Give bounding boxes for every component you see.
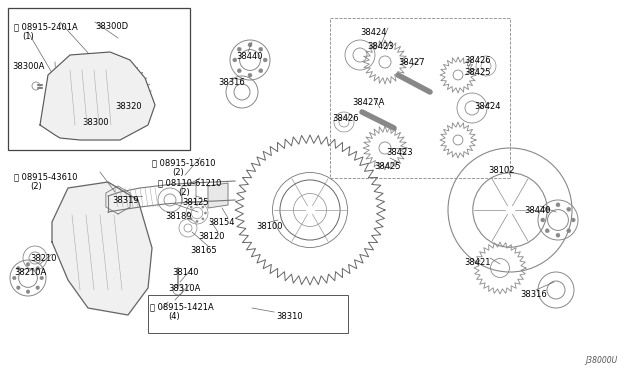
Circle shape xyxy=(196,220,198,222)
Circle shape xyxy=(259,47,263,51)
Text: 38210: 38210 xyxy=(30,254,56,263)
Circle shape xyxy=(545,207,549,211)
Text: Ⓦ 08915-1421A: Ⓦ 08915-1421A xyxy=(150,302,214,311)
Circle shape xyxy=(202,206,204,208)
Text: 38102: 38102 xyxy=(488,166,515,175)
Circle shape xyxy=(556,203,560,207)
Text: 38426: 38426 xyxy=(332,114,358,123)
Text: 38120: 38120 xyxy=(198,232,225,241)
Text: 38424: 38424 xyxy=(474,102,500,111)
Circle shape xyxy=(17,266,20,270)
Text: 38424: 38424 xyxy=(360,28,387,37)
Circle shape xyxy=(196,203,198,206)
Circle shape xyxy=(62,90,65,93)
Circle shape xyxy=(567,229,571,233)
Text: 38310A: 38310A xyxy=(168,284,200,293)
Text: 38210A: 38210A xyxy=(14,268,46,277)
Text: 38316: 38316 xyxy=(520,290,547,299)
Text: 38421: 38421 xyxy=(464,258,490,267)
Text: 38165: 38165 xyxy=(190,246,216,255)
Text: 38427: 38427 xyxy=(398,58,424,67)
Text: 38425: 38425 xyxy=(374,162,401,171)
Text: Ⓦ 08915-2401A: Ⓦ 08915-2401A xyxy=(14,22,77,31)
Polygon shape xyxy=(52,182,152,315)
Polygon shape xyxy=(208,183,228,208)
Bar xyxy=(148,295,348,333)
Text: (4): (4) xyxy=(168,312,180,321)
Circle shape xyxy=(237,47,241,51)
Text: 38426: 38426 xyxy=(464,56,491,65)
Circle shape xyxy=(233,58,237,62)
Text: 38300A: 38300A xyxy=(12,62,44,71)
Text: (2): (2) xyxy=(30,182,42,191)
Text: 38316: 38316 xyxy=(218,78,244,87)
Circle shape xyxy=(40,276,44,280)
Circle shape xyxy=(572,218,575,222)
Text: Ⓦ 08915-13610: Ⓦ 08915-13610 xyxy=(152,158,216,167)
Circle shape xyxy=(204,212,207,214)
Circle shape xyxy=(36,286,40,289)
Circle shape xyxy=(190,206,192,208)
Circle shape xyxy=(53,86,56,89)
Text: 38189: 38189 xyxy=(165,212,191,221)
Text: 38300: 38300 xyxy=(82,118,109,127)
Circle shape xyxy=(17,286,20,289)
Text: 38427A: 38427A xyxy=(352,98,385,107)
Text: 38423: 38423 xyxy=(367,42,394,51)
Circle shape xyxy=(41,99,44,102)
Circle shape xyxy=(567,207,571,211)
Circle shape xyxy=(65,99,68,102)
Circle shape xyxy=(36,266,40,270)
Text: 38423: 38423 xyxy=(386,148,413,157)
Circle shape xyxy=(237,69,241,73)
Circle shape xyxy=(53,110,56,114)
Text: Ⓦ 08915-43610: Ⓦ 08915-43610 xyxy=(14,172,77,181)
Text: 38125: 38125 xyxy=(182,198,209,207)
Text: 38425: 38425 xyxy=(464,68,490,77)
Text: (1): (1) xyxy=(22,32,34,41)
Text: 38100: 38100 xyxy=(256,222,282,231)
Text: (2): (2) xyxy=(178,188,189,197)
Circle shape xyxy=(45,90,48,93)
Text: ⒱ 08110-61210: ⒱ 08110-61210 xyxy=(158,178,221,187)
Text: 38320: 38320 xyxy=(115,102,141,111)
Circle shape xyxy=(556,233,560,237)
Circle shape xyxy=(188,212,189,214)
Circle shape xyxy=(545,229,549,233)
Text: 38440: 38440 xyxy=(236,52,262,61)
Polygon shape xyxy=(40,52,155,140)
Circle shape xyxy=(248,73,252,77)
Circle shape xyxy=(26,290,30,294)
Text: 38300D: 38300D xyxy=(95,22,128,31)
Text: J38000U: J38000U xyxy=(586,356,618,365)
Circle shape xyxy=(26,263,30,266)
Circle shape xyxy=(62,107,65,110)
Circle shape xyxy=(190,218,192,220)
Circle shape xyxy=(248,43,252,47)
Text: 38310: 38310 xyxy=(276,312,303,321)
Circle shape xyxy=(541,218,545,222)
Text: (2): (2) xyxy=(172,168,184,177)
Text: 38154: 38154 xyxy=(208,218,234,227)
Circle shape xyxy=(202,218,204,220)
Text: 38440: 38440 xyxy=(524,206,550,215)
Circle shape xyxy=(45,107,48,110)
Text: 38319: 38319 xyxy=(112,196,139,205)
Circle shape xyxy=(263,58,268,62)
Circle shape xyxy=(259,69,263,73)
Text: 38140: 38140 xyxy=(172,268,198,277)
Bar xyxy=(8,8,190,150)
Circle shape xyxy=(13,276,16,280)
